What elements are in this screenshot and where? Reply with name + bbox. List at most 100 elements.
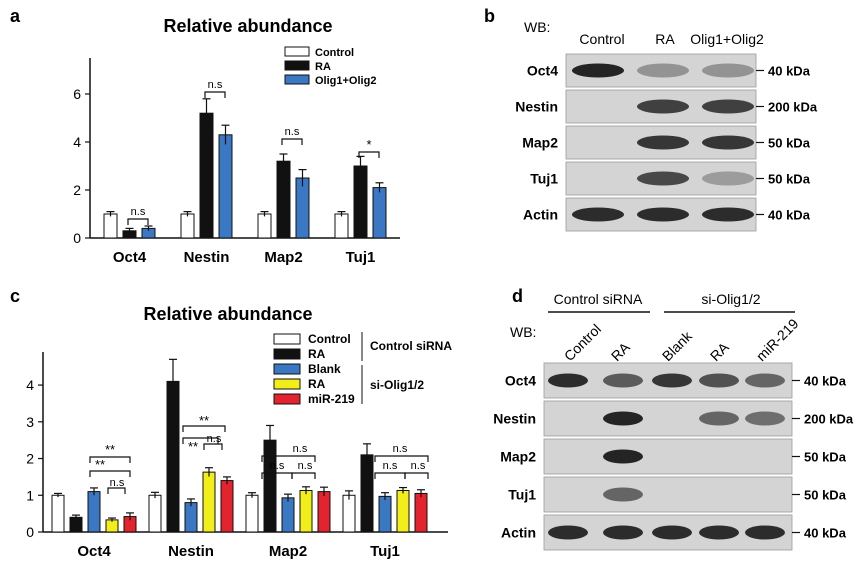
blot-band-actin-1	[637, 207, 689, 222]
bar-oct4-control-0	[103, 213, 118, 239]
legend-group-si-olig: si-Olig1/2	[370, 378, 424, 392]
legend-label-c-ra-si: RA	[308, 377, 326, 391]
x-tick-label-tuj1: Tuj1	[370, 543, 400, 560]
blot-row-label-map2: Map2	[522, 135, 558, 151]
bar-nestin-control-0	[148, 494, 162, 533]
blot-band-oct4-0	[548, 373, 588, 388]
legend-group-control-sirna: Control siRNA	[370, 339, 452, 353]
chart-a-title: Relative abundance	[163, 16, 332, 36]
sig-label-c-oct4-3: n.s	[110, 477, 125, 489]
bar-nestin-control-0	[180, 213, 195, 239]
sig-bracket-a-oct4	[127, 218, 149, 225]
panel-c: c Relative abundance 0 1 2 3 4 Oct4 Nestin Map2…	[10, 286, 452, 560]
sig-bracket-c-oct4-1	[89, 470, 131, 477]
blot-row-label-tuj1: Tuj1	[530, 171, 558, 187]
y-tick-label: 6	[73, 86, 81, 102]
blot-row-label-oct4: Oct4	[527, 63, 558, 79]
chart-c-title: Relative abundance	[143, 304, 312, 324]
sig-label-c-nestin-2: **	[188, 439, 198, 454]
chart-c-legend: Control RA Blank RA miR-219 Control siRN…	[273, 332, 452, 406]
x-tick-label-nestin: Nestin	[184, 249, 230, 266]
sig-label-c-oct4-1: **	[105, 442, 115, 457]
blot-band-map2-1	[603, 449, 643, 464]
y-tick-label: 1	[26, 487, 34, 503]
chart-c-bars	[51, 358, 428, 533]
legend-swatch-olig	[284, 74, 310, 85]
bar-map2-ra-3	[299, 489, 313, 533]
mw-marker-map2: 50 kDa	[804, 450, 847, 465]
blot-band-oct4-2	[652, 373, 692, 388]
sig-bracket-a-map2	[281, 138, 303, 145]
bar-tuj1-blank-2	[378, 495, 392, 533]
legend-label-ra: RA	[315, 61, 331, 73]
blot-band-map2-1	[637, 135, 689, 150]
y-tick-label: 0	[26, 524, 34, 540]
blot-band-oct4-0	[572, 63, 624, 78]
blot-row-label-tuj1: Tuj1	[508, 487, 536, 503]
sig-bracket-c-oct4-3	[107, 487, 126, 494]
sig-label-c-tuj1-1: n.s	[393, 443, 408, 455]
panel-letter-b: b	[484, 6, 495, 26]
mw-marker-nestin: 200 kDa	[804, 412, 854, 427]
blot-row-label-nestin: Nestin	[515, 99, 558, 115]
bar-tuj1-ra-1	[360, 454, 374, 533]
sig-label-c-nestin-3: n.s	[207, 433, 222, 445]
y-tick-label: 4	[73, 134, 81, 150]
y-tick-label: 2	[73, 182, 81, 198]
group-label-control-sirna: Control siRNA	[554, 291, 643, 307]
blot-band-nestin-1	[603, 411, 643, 426]
bar-map2-control-0	[257, 213, 272, 239]
bar-nestin-ra-3	[202, 471, 216, 533]
legend-swatch-c-blank	[273, 363, 301, 375]
blot-band-nestin-1	[637, 99, 689, 114]
bar-map2-blank-2	[281, 497, 295, 533]
bar-nestin-ra-1	[166, 380, 180, 533]
bar-tuj1-ra-3	[396, 489, 410, 533]
lane-label-d-ra: RA	[608, 339, 634, 365]
blot-band-oct4-2	[702, 63, 754, 78]
sig-bracket-c-tuj1-1	[374, 455, 429, 462]
legend-label-c-mir219: miR-219	[308, 392, 355, 406]
sig-label-c-map2-2: n.s	[270, 460, 285, 472]
lane-label-b-olig: Olig1+Olig2	[690, 31, 764, 47]
panel-a: a Relative abundance 0 2 4 6 Oct4 Nestin Map2 T…	[10, 6, 400, 266]
sig-label-c-nestin-1: **	[199, 413, 209, 428]
bar-map2-olig1-olig2-2	[295, 177, 310, 239]
y-tick-label: 3	[26, 414, 34, 430]
legend-swatch-c-mir219	[273, 393, 301, 405]
western-blot-d: Oct4 40 kDa Nestin 200 kDa Map2 50 kDa Tuj1 50 …	[493, 362, 854, 551]
sig-bracket-a-tuj1	[358, 151, 380, 158]
mw-marker-tuj1: 50 kDa	[804, 488, 847, 503]
lane-label-d-ra-si: RA	[707, 339, 733, 365]
bar-nestin-mir-219-4	[220, 480, 234, 533]
chart-a-significance	[127, 91, 380, 225]
legend-swatch-c-ra	[273, 348, 301, 360]
mw-marker-oct4: 40 kDa	[768, 64, 811, 79]
blot-band-actin-3	[699, 525, 739, 540]
x-tick-label-map2: Map2	[264, 249, 302, 266]
lane-label-d-control: Control	[561, 321, 604, 364]
blot-row-label-map2: Map2	[500, 449, 536, 465]
blot-band-map2-2	[702, 135, 754, 150]
legend-swatch-c-control	[273, 333, 301, 345]
bar-nestin-blank-2	[184, 502, 198, 533]
blot-band-nestin-4	[745, 411, 785, 426]
sig-label-c-map2-3: n.s	[298, 460, 313, 472]
chart-a-axes: 0 2 4 6 Oct4 Nestin Map2 Tuj1	[73, 58, 400, 266]
legend-label-c-ra: RA	[308, 347, 326, 361]
blot-strip-tuj1	[543, 476, 793, 513]
panel-d: d Control siRNA si-Olig1/2 WB: Control R…	[493, 286, 854, 551]
legend-swatch-c-ra-si	[273, 378, 301, 390]
sig-label-c-map2-1: n.s	[293, 443, 308, 455]
y-tick-label: 0	[73, 230, 81, 246]
chart-c-significance	[89, 425, 429, 494]
blot-row-label-actin: Actin	[501, 525, 536, 541]
panel-b: b WB: Control RA Olig1+Olig2 Oct4 40 kDa N…	[484, 6, 818, 232]
sig-label-a-oct4: n.s	[131, 206, 146, 218]
bar-oct4-blank-2	[87, 491, 101, 533]
sig-bracket-c-nestin-1	[182, 437, 219, 444]
blot-band-oct4-1	[637, 63, 689, 78]
bar-tuj1-control-0	[342, 494, 356, 533]
x-tick-label-oct4: Oct4	[113, 249, 147, 266]
sig-label-c-oct4-2: **	[95, 457, 105, 472]
